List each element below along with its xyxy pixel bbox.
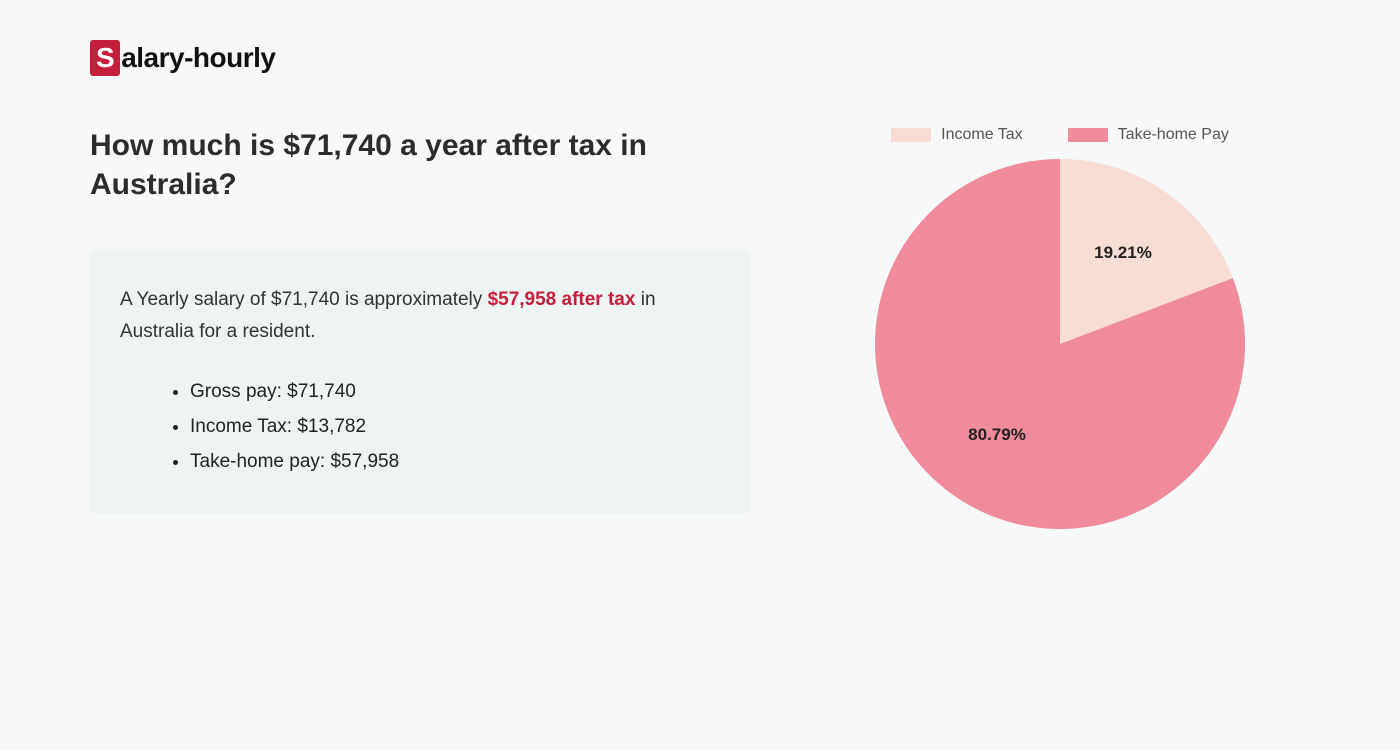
logo-box-letter: S: [90, 40, 120, 76]
chart-legend: Income Tax Take-home Pay: [810, 126, 1310, 144]
list-item: Income Tax: $13,782: [190, 409, 720, 444]
list-item: Gross pay: $71,740: [190, 374, 720, 409]
summary-box: A Yearly salary of $71,740 is approximat…: [90, 249, 750, 514]
pie-slice-label: 19.21%: [1094, 243, 1152, 263]
logo-text: alary-hourly: [121, 42, 275, 74]
legend-label: Take-home Pay: [1118, 126, 1229, 144]
legend-item-take-home: Take-home Pay: [1068, 126, 1229, 144]
legend-label: Income Tax: [941, 126, 1023, 144]
breakdown-list: Gross pay: $71,740 Income Tax: $13,782 T…: [120, 374, 720, 479]
legend-item-income-tax: Income Tax: [891, 126, 1023, 144]
legend-swatch: [1068, 128, 1108, 142]
left-column: How much is $71,740 a year after tax in …: [90, 126, 750, 514]
pie-chart: 19.21% 80.79%: [875, 159, 1245, 529]
legend-swatch: [891, 128, 931, 142]
page-title: How much is $71,740 a year after tax in …: [90, 126, 750, 204]
summary-prefix: A Yearly salary of $71,740 is approximat…: [120, 289, 488, 310]
summary-sentence: A Yearly salary of $71,740 is approximat…: [120, 284, 720, 349]
summary-highlight: $57,958 after tax: [488, 289, 636, 310]
right-column: Income Tax Take-home Pay 19.21% 80.79%: [810, 126, 1310, 529]
main-content: How much is $71,740 a year after tax in …: [90, 126, 1310, 529]
site-logo: Salary-hourly: [90, 40, 1310, 76]
pie-slice-label: 80.79%: [968, 425, 1026, 445]
list-item: Take-home pay: $57,958: [190, 444, 720, 479]
